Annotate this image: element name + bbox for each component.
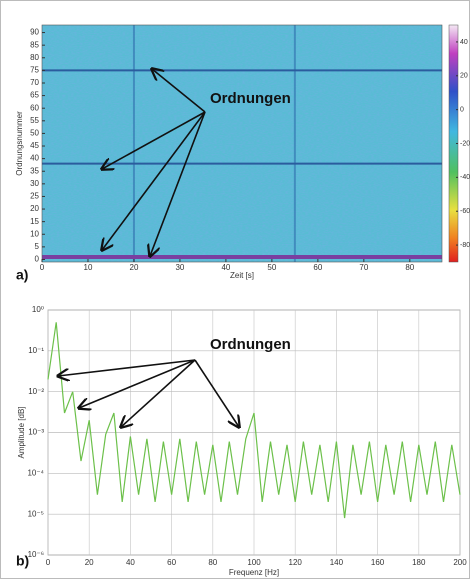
y-tick-label: 85 [30, 40, 39, 49]
y-tick-label: 10⁰ [32, 305, 44, 314]
y-tick-label: 45 [30, 141, 39, 150]
spectrum-line [47, 322, 461, 519]
arrow [194, 359, 239, 427]
colorbar-tick-label: -80 [460, 242, 470, 249]
y-tick-label: 30 [30, 179, 39, 188]
x-tick-label: 160 [371, 558, 385, 567]
y-tick-label: 60 [30, 103, 39, 112]
x-tick-label: 20 [85, 558, 94, 567]
arrow [102, 111, 206, 250]
colorbar-tick-label: 0 [460, 106, 464, 113]
arrow [121, 359, 196, 427]
y-tick-label: 0 [35, 255, 40, 264]
colorbar-tick-label: 40 [460, 39, 468, 46]
panel-label: b) [16, 553, 29, 569]
x-tick-label: 100 [247, 558, 261, 567]
x-tick-label: 80 [405, 263, 414, 272]
x-tick-label: 30 [175, 263, 184, 272]
arrow [79, 359, 196, 408]
x-tick-label: 0 [46, 558, 51, 567]
x-tick-label: 60 [313, 263, 322, 272]
x-tick-label: 140 [330, 558, 344, 567]
heatmap-texture [42, 25, 442, 262]
x-tick-label: 180 [412, 558, 426, 567]
annotation: Ordnungen [210, 90, 291, 107]
y-tick-label: 20 [30, 204, 39, 213]
x-tick-label: 80 [208, 558, 217, 567]
arrow [102, 111, 206, 169]
x-tick-label: 40 [221, 263, 230, 272]
x-axis-label: Frequenz [Hz] [229, 568, 279, 577]
panel-b: 0 20 40 60 80 100 120 140 160 180 200 10⁰ 10⁻¹ 10⁻² 10… [17, 305, 467, 577]
y-tick-label: 55 [30, 116, 39, 125]
arrow [150, 111, 206, 256]
x-tick-label: 10 [84, 263, 93, 272]
plot-border [41, 24, 443, 263]
panel-a: 0 10 20 30 40 50 60 70 80 0 5 10 15 20 25 30 35 40 45 50 55 6… [15, 24, 470, 280]
arrow [152, 69, 206, 113]
annotations: Ordnungen Ordnungen a) b) [16, 69, 291, 569]
y-tick-label: 35 [30, 166, 39, 175]
y-tick-label: 10⁻⁵ [28, 509, 44, 518]
colorbar-tick-label: 20 [460, 73, 468, 80]
y-tick-label: 70 [30, 78, 39, 87]
y-tick-label: 5 [35, 242, 40, 251]
x-tick-label: 0 [40, 263, 45, 272]
y-tick-label: 10⁻⁴ [27, 468, 44, 477]
y-tick-label: 10 [30, 229, 39, 238]
x-tick-label: 50 [267, 263, 276, 272]
colorbar-tick-label: -40 [460, 174, 470, 181]
y-tick-label: 25 [30, 192, 39, 201]
y-tick-label: 50 [30, 129, 39, 138]
y-tick-label: 90 [30, 28, 39, 37]
y-tick-label: 10⁻⁶ [28, 550, 44, 559]
y-axis-label: Ordnungsnummer [15, 111, 24, 176]
x-axis-label: Zeit [s] [230, 271, 254, 280]
y-axis-label: Amplitude [dB] [17, 406, 26, 458]
x-tick-label: 60 [167, 558, 176, 567]
x-tick-label: 200 [453, 558, 467, 567]
x-tick-label: 70 [359, 263, 368, 272]
y-tick-label: 15 [30, 217, 39, 226]
annotation: Ordnungen [210, 336, 291, 353]
x-tick-label: 120 [289, 558, 303, 567]
y-tick-label: 10⁻³ [28, 428, 44, 437]
panel-label: a) [16, 267, 28, 283]
x-tick-label: 20 [130, 263, 139, 272]
y-tick-label: 80 [30, 53, 39, 62]
y-tick-label: 10⁻¹ [28, 346, 44, 355]
y-tick-label: 40 [30, 154, 39, 163]
arrow [58, 359, 196, 376]
colorbar-tick-label: -60 [460, 208, 470, 215]
y-tick-label: 65 [30, 91, 39, 100]
y-tick-label: 10⁻² [28, 387, 44, 396]
y-tick-label: 75 [30, 65, 39, 74]
colorbar-tick-label: -20 [460, 140, 470, 147]
x-tick-label: 40 [126, 558, 135, 567]
